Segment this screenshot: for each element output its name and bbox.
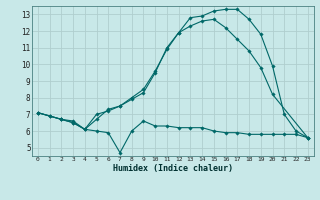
X-axis label: Humidex (Indice chaleur): Humidex (Indice chaleur)	[113, 164, 233, 173]
